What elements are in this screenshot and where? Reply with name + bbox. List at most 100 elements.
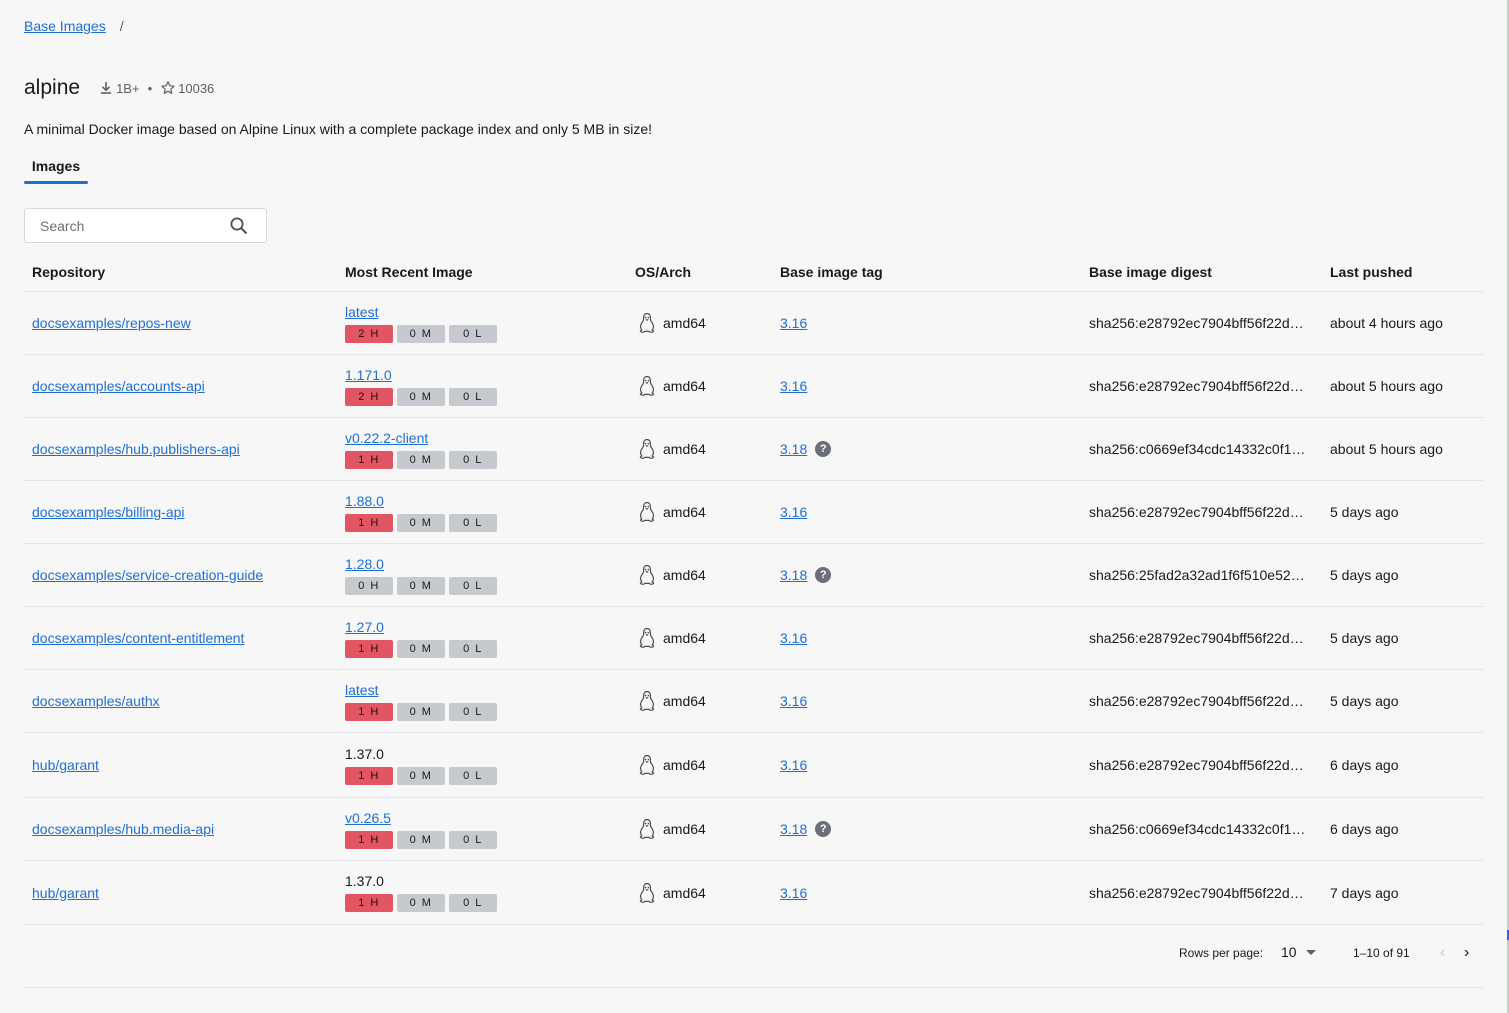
linux-tux-icon — [639, 754, 655, 775]
linux-tux-icon — [639, 818, 655, 839]
rows-per-page-label: Rows per page: — [1179, 946, 1264, 960]
scrollbar-track[interactable] — [1507, 0, 1509, 1013]
repository-link[interactable]: docsexamples/hub.publishers-api — [32, 441, 240, 457]
col-last-pushed[interactable]: Last pushed — [1330, 263, 1413, 280]
linux-tux-icon — [639, 312, 655, 333]
table-row: docsexamples/service-creation-guide 1.28… — [24, 544, 1484, 607]
vulnerability-chips: 1 H 0 M 0 L — [345, 766, 627, 785]
base-image-digest: sha256:e28792ec7904bff56f22d… — [1089, 378, 1304, 394]
low-vuln-chip: 0 L — [449, 387, 497, 406]
next-page-icon[interactable]: › — [1464, 944, 1470, 961]
base-tag-link[interactable]: 3.16 — [780, 693, 808, 709]
os-arch: amd64 — [627, 564, 772, 586]
arch-label: amd64 — [663, 567, 706, 583]
scrollbar-marker — [1507, 930, 1509, 940]
arch-label: amd64 — [663, 441, 706, 457]
previous-page-icon[interactable]: ‹ — [1440, 944, 1446, 961]
table-row: docsexamples/billing-api 1.88.0 1 H 0 M … — [24, 481, 1484, 544]
high-vuln-chip: 1 H — [345, 450, 393, 469]
most-recent-tag-link[interactable]: v0.26.5 — [345, 809, 391, 826]
repository-link[interactable]: docsexamples/accounts-api — [32, 378, 205, 394]
download-icon — [101, 82, 112, 94]
arch-label: amd64 — [663, 630, 706, 646]
table-row: docsexamples/accounts-api 1.171.0 2 H 0 … — [24, 355, 1484, 418]
repository-link[interactable]: docsexamples/repos-new — [32, 315, 191, 331]
repository-link[interactable]: docsexamples/billing-api — [32, 504, 185, 520]
search-input[interactable] — [40, 217, 220, 234]
col-most-recent-image[interactable]: Most Recent Image — [345, 263, 473, 280]
pagination-range: 1–10 of 91 — [1353, 946, 1410, 960]
most-recent-tag-link[interactable]: latest — [345, 681, 379, 698]
base-tag-link[interactable]: 3.18 — [780, 821, 808, 837]
col-base-image-digest[interactable]: Base image digest — [1089, 263, 1212, 280]
arch-label: amd64 — [663, 757, 706, 773]
search-box — [24, 208, 267, 243]
linux-tux-icon — [639, 501, 655, 522]
repository-link[interactable]: docsexamples/service-creation-guide — [32, 567, 264, 583]
repository-link[interactable]: docsexamples/hub.media-api — [32, 821, 215, 837]
most-recent-image: v0.26.5 1 H 0 M 0 L — [337, 810, 627, 849]
col-repository[interactable]: Repository — [32, 263, 106, 280]
high-vuln-chip: 0 H — [345, 576, 393, 595]
table-row: hub/garant 1.37.0 1 H 0 M 0 L amd64 3.16… — [24, 733, 1484, 798]
last-pushed: 5 days ago — [1330, 693, 1399, 709]
last-pushed: 6 days ago — [1330, 757, 1399, 773]
high-vuln-chip: 1 H — [345, 639, 393, 658]
stars-count: 10036 — [178, 80, 215, 96]
medium-vuln-chip: 0 M — [397, 639, 445, 658]
tab-images[interactable]: Images — [24, 158, 88, 184]
base-tag-link[interactable]: 3.16 — [780, 884, 808, 901]
most-recent-image: v0.22.2-client 1 H 0 M 0 L — [337, 430, 627, 469]
base-tag-link[interactable]: 3.16 — [780, 378, 808, 394]
medium-vuln-chip: 0 M — [397, 702, 445, 721]
base-tag-link[interactable]: 3.16 — [780, 757, 808, 773]
help-circle-icon[interactable]: ? — [815, 821, 832, 837]
vulnerability-chips: 0 H 0 M 0 L — [345, 576, 627, 595]
repository-link[interactable]: docsexamples/content-entitlement — [32, 630, 245, 646]
medium-vuln-chip: 0 M — [397, 576, 445, 595]
vulnerability-chips: 1 H 0 M 0 L — [345, 450, 627, 469]
help-circle-icon[interactable]: ? — [815, 441, 832, 457]
most-recent-tag-link[interactable]: 1.28.0 — [345, 555, 384, 572]
low-vuln-chip: 0 L — [449, 830, 497, 849]
base-image-digest: sha256:c0669ef34cdc14332c0f1… — [1089, 441, 1306, 457]
col-os-arch[interactable]: OS/Arch — [635, 263, 692, 280]
high-vuln-chip: 1 H — [345, 513, 393, 532]
high-vuln-chip: 1 H — [345, 766, 393, 785]
help-circle-icon[interactable]: ? — [815, 567, 832, 583]
base-tag-link[interactable]: 3.16 — [780, 504, 808, 520]
table-row: hub/garant 1.37.0 1 H 0 M 0 L amd64 3.16… — [24, 861, 1484, 925]
pagination: Rows per page: 10 1–10 of 91 ‹ › — [24, 927, 1484, 988]
most-recent-tag-link[interactable]: 1.171.0 — [345, 366, 392, 383]
most-recent-tag-link[interactable]: 1.88.0 — [345, 492, 384, 509]
base-image-tag: 3.16 — [772, 315, 1081, 331]
vulnerability-chips: 1 H 0 M 0 L — [345, 830, 627, 849]
most-recent-tag-link[interactable]: v0.22.2-client — [345, 429, 429, 446]
base-tag-link[interactable]: 3.18 — [780, 567, 808, 583]
col-base-image-tag[interactable]: Base image tag — [780, 263, 883, 280]
base-tag-link[interactable]: 3.16 — [780, 630, 808, 646]
last-pushed: about 5 hours ago — [1330, 378, 1443, 394]
breadcrumb-separator: / — [119, 18, 124, 34]
repository-link[interactable]: hub/garant — [32, 757, 99, 773]
base-image-digest: sha256:e28792ec7904bff56f22d… — [1089, 315, 1304, 331]
base-image-tag: 3.16 — [772, 378, 1081, 394]
base-tag-link[interactable]: 3.18 — [780, 441, 808, 457]
rows-per-page-select[interactable]: 10 — [1281, 944, 1316, 960]
most-recent-tag-link[interactable]: latest — [345, 303, 379, 320]
most-recent-tag-link[interactable]: 1.27.0 — [345, 618, 384, 635]
search-icon[interactable] — [229, 216, 249, 236]
linux-tux-icon — [639, 690, 655, 711]
low-vuln-chip: 0 L — [449, 894, 497, 912]
base-tag-link[interactable]: 3.16 — [780, 315, 808, 331]
arch-label: amd64 — [663, 378, 706, 394]
image-description: A minimal Docker image based on Alpine L… — [24, 121, 653, 137]
high-vuln-chip: 1 H — [345, 830, 393, 849]
repository-link[interactable]: hub/garant — [32, 884, 99, 901]
rows-per-page-value: 10 — [1281, 944, 1297, 960]
linux-tux-icon — [639, 375, 655, 396]
breadcrumb-base-images[interactable]: Base Images — [24, 18, 106, 34]
base-image-digest: sha256:25fad2a32ad1f6f510e52… — [1089, 567, 1305, 583]
repository-link[interactable]: docsexamples/authx — [32, 693, 160, 709]
